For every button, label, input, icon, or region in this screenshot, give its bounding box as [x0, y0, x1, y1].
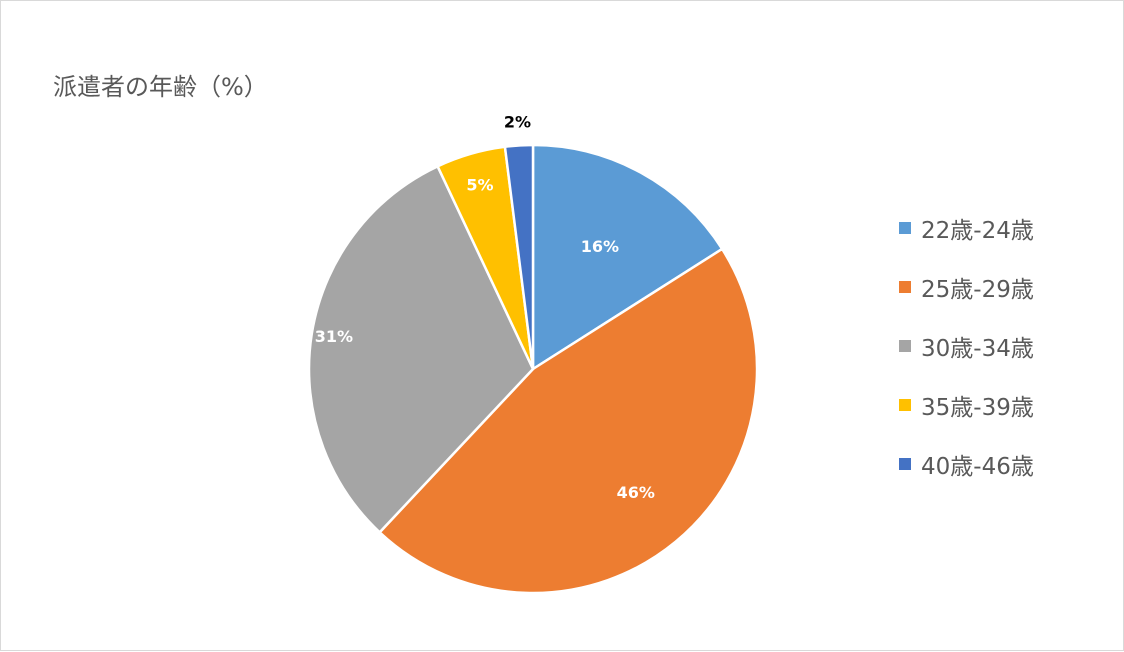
data-label: 31% [315, 327, 353, 346]
legend-item: 25歳-29歳 [899, 257, 1034, 316]
legend-label: 22歳-24歳 [921, 217, 1034, 244]
chart-title: 派遣者の年齢（%） [53, 73, 268, 101]
pie-slice [307, 165, 535, 534]
legend-label: 30歳-34歳 [921, 335, 1034, 362]
pie-slice [531, 143, 724, 371]
legend-label: 25歳-29歳 [921, 276, 1034, 303]
pie-slice [503, 143, 535, 371]
legend-label: 40歳-46歳 [921, 453, 1034, 480]
legend-item: 35歳-39歳 [899, 375, 1034, 434]
legend-swatch [899, 398, 911, 411]
data-label: 16% [581, 237, 619, 256]
legend-swatch [899, 221, 911, 234]
pie-slice [378, 247, 759, 595]
legend-item: 40歳-46歳 [899, 434, 1034, 493]
legend-item: 30歳-34歳 [899, 316, 1034, 375]
legend-item: 22歳-24歳 [899, 198, 1034, 257]
legend-swatch [899, 339, 911, 352]
data-label: 46% [617, 483, 655, 502]
legend-swatch [899, 280, 911, 293]
legend-label: 35歳-39歳 [921, 394, 1034, 421]
data-label: 2% [504, 113, 531, 132]
chart-legend: 22歳-24歳 25歳-29歳 30歳-34歳 35歳-39歳 40歳-46歳 [899, 198, 1034, 493]
legend-swatch [899, 457, 911, 470]
data-label: 5% [466, 176, 493, 195]
